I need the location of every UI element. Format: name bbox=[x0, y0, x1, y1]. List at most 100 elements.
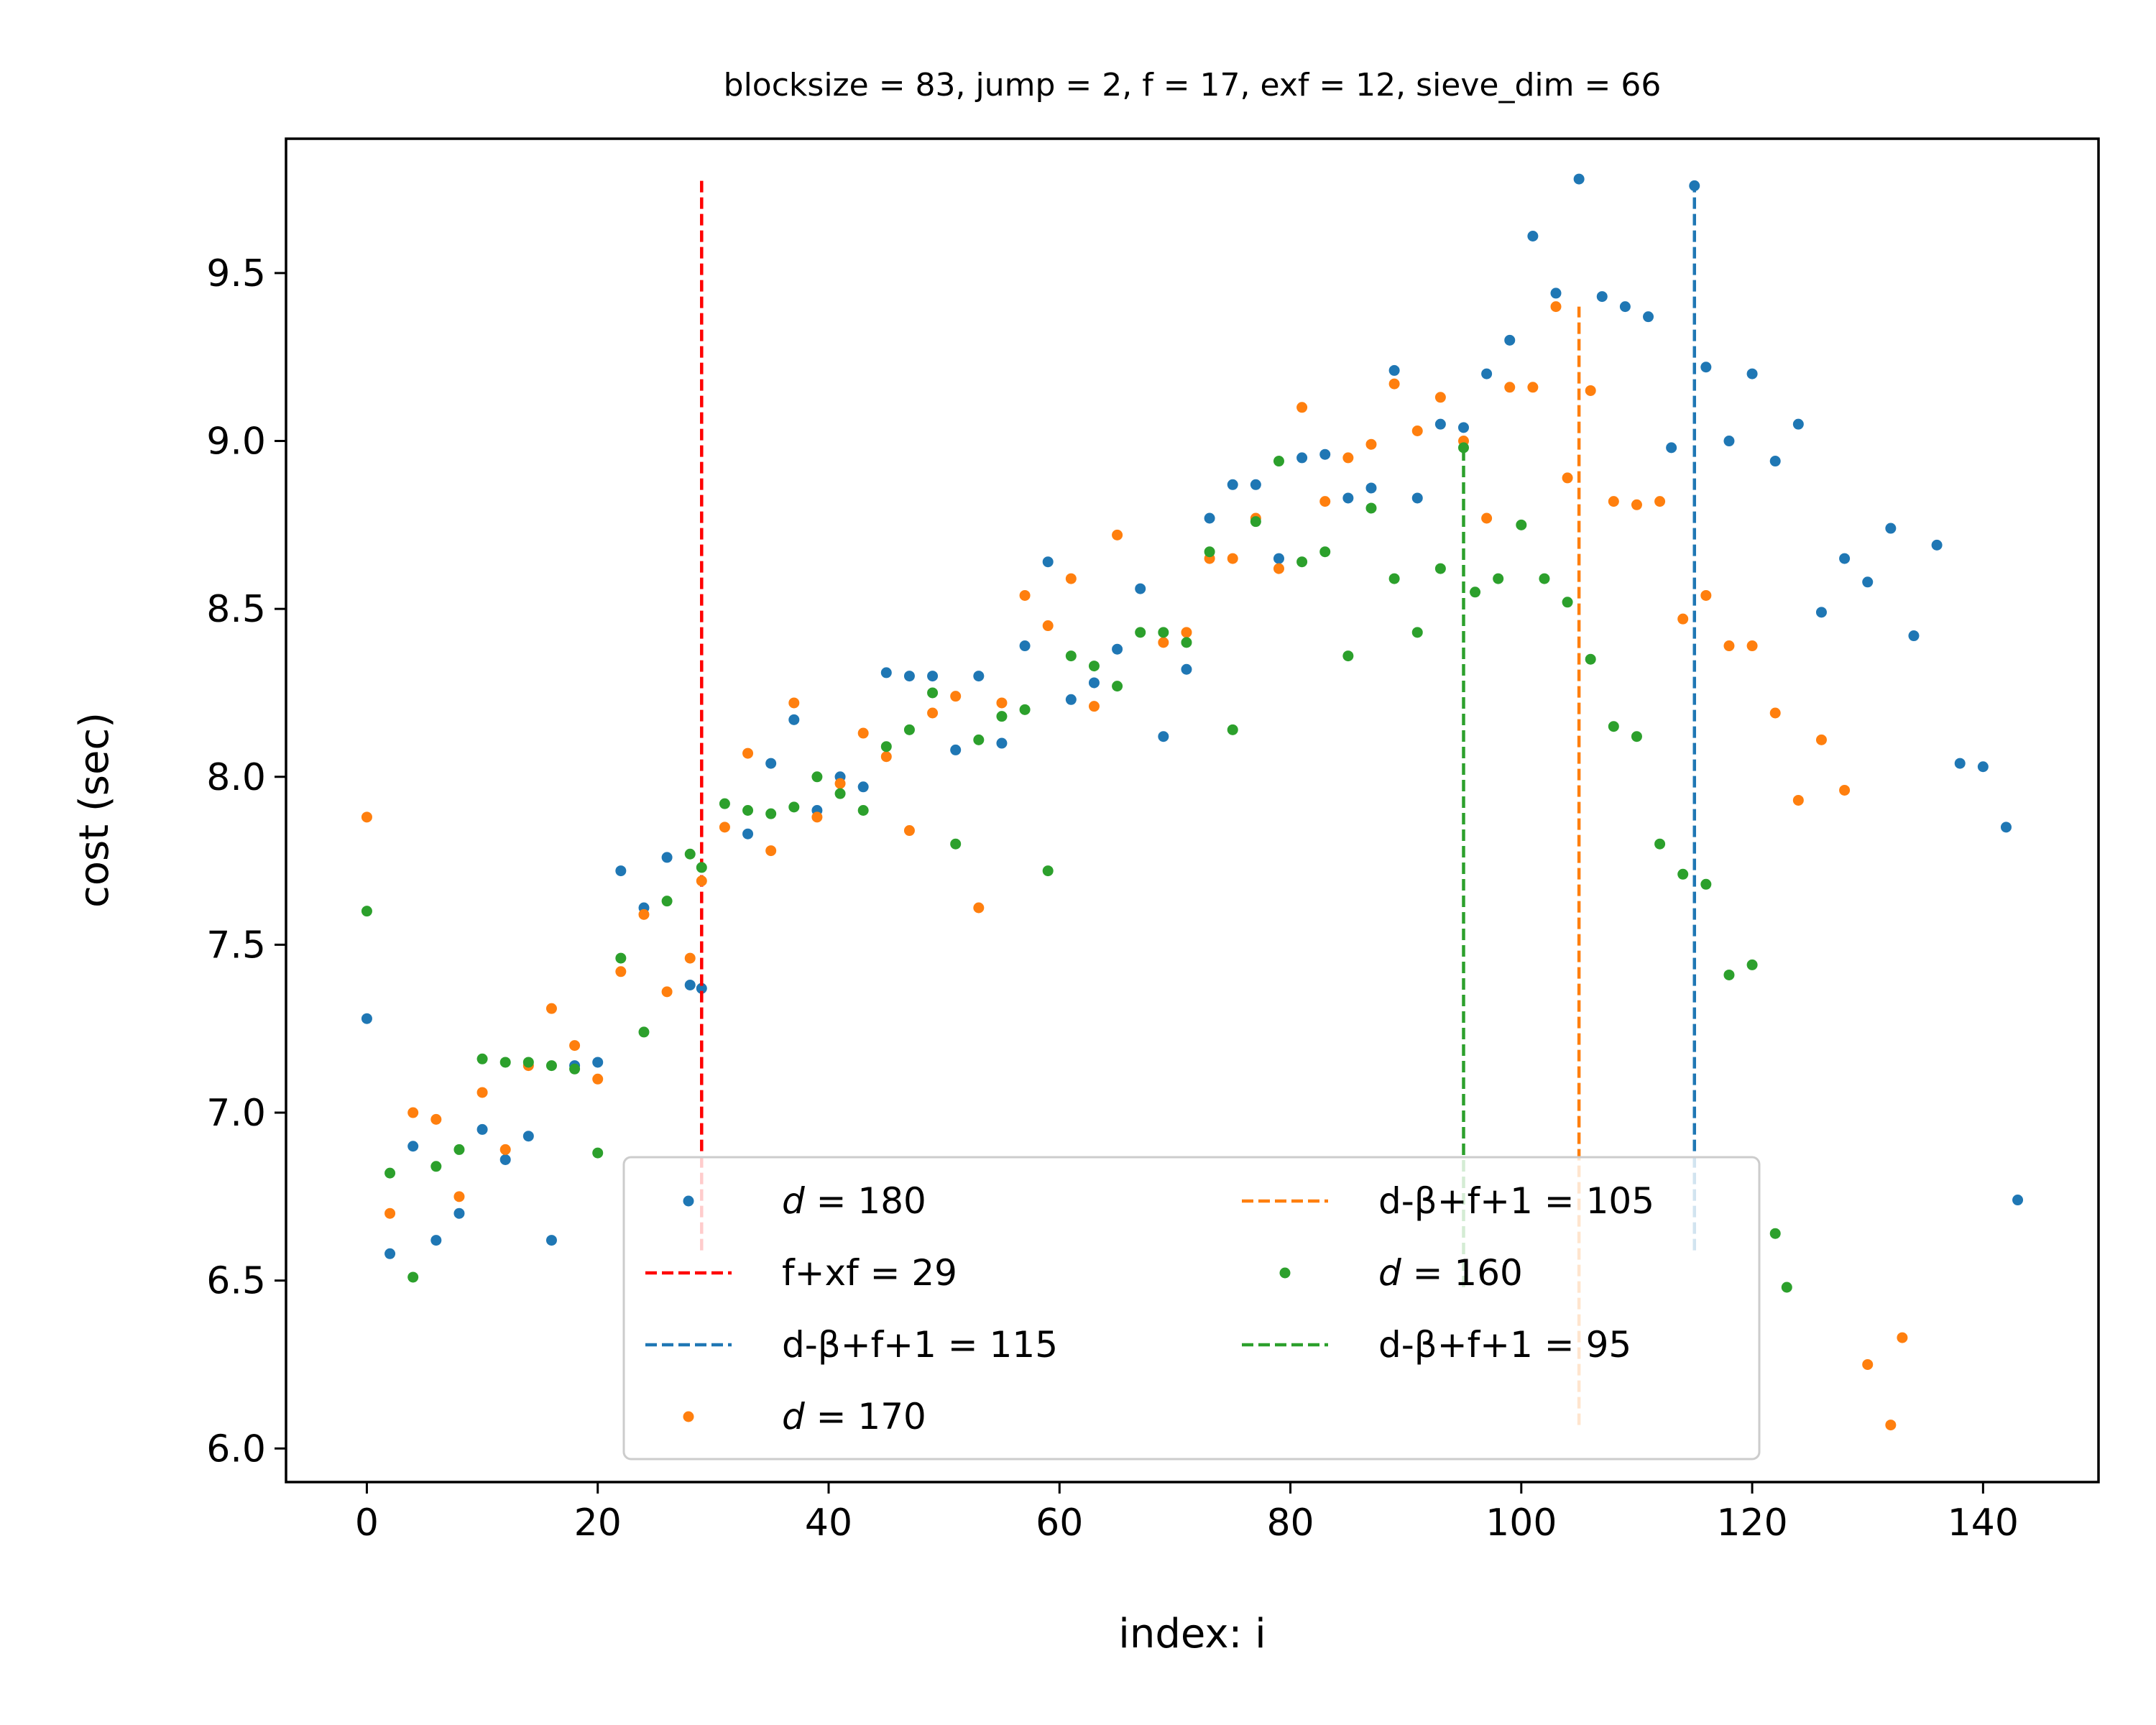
data-point bbox=[1527, 231, 1539, 242]
data-point bbox=[1931, 539, 1943, 551]
data-point bbox=[1158, 731, 1169, 742]
x-tick-label: 60 bbox=[1036, 1501, 1083, 1545]
data-point bbox=[1862, 1358, 1874, 1370]
y-tick-label: 8.5 bbox=[206, 588, 266, 631]
legend-box bbox=[622, 1156, 1761, 1460]
data-point bbox=[1088, 701, 1100, 712]
data-point bbox=[765, 808, 777, 819]
data-point bbox=[719, 798, 730, 809]
data-point bbox=[1250, 516, 1261, 528]
data-point bbox=[696, 862, 707, 873]
data-point bbox=[2000, 822, 2012, 833]
data-point bbox=[1273, 553, 1284, 564]
data-point bbox=[1388, 378, 1400, 390]
data-point bbox=[742, 748, 754, 759]
data-point bbox=[1723, 640, 1735, 652]
data-point bbox=[684, 979, 696, 990]
data-point bbox=[811, 771, 823, 783]
data-point bbox=[1088, 661, 1100, 672]
data-point bbox=[1158, 627, 1169, 638]
data-point bbox=[2012, 1195, 2024, 1206]
data-point bbox=[1619, 301, 1631, 313]
data-point bbox=[1839, 784, 1851, 796]
data-point bbox=[1434, 392, 1446, 403]
y-tick-label: 9.0 bbox=[206, 420, 266, 464]
data-point bbox=[1019, 589, 1031, 601]
data-point bbox=[661, 852, 673, 863]
data-point bbox=[615, 952, 627, 964]
data-point bbox=[1112, 643, 1123, 655]
data-point bbox=[1065, 650, 1077, 662]
data-point bbox=[696, 875, 707, 887]
data-point bbox=[857, 805, 869, 816]
data-point bbox=[973, 734, 985, 745]
data-point bbox=[973, 902, 985, 914]
x-tick-label: 20 bbox=[574, 1501, 622, 1545]
data-point bbox=[499, 1154, 511, 1165]
data-point bbox=[1539, 573, 1550, 584]
data-point bbox=[1365, 438, 1377, 450]
data-point bbox=[1885, 1420, 1897, 1431]
data-point bbox=[545, 1235, 557, 1246]
y-axis: 6.0 6.5 7.0 7.5 8.0 8.5 9.0 9.5 bbox=[206, 252, 286, 1471]
data-point bbox=[1250, 479, 1261, 490]
data-point bbox=[1746, 959, 1758, 970]
y-tick-label: 9.5 bbox=[206, 252, 266, 295]
data-point bbox=[927, 707, 939, 719]
data-point bbox=[1388, 573, 1400, 584]
x-axis-label: index: i bbox=[1118, 1611, 1266, 1657]
data-point bbox=[638, 1026, 650, 1038]
data-point bbox=[1769, 1228, 1781, 1239]
data-point bbox=[1342, 452, 1354, 464]
data-point bbox=[1273, 456, 1284, 467]
data-point bbox=[684, 848, 696, 860]
data-point bbox=[1342, 650, 1354, 662]
data-point bbox=[1666, 442, 1677, 454]
y-tick-label: 6.5 bbox=[206, 1260, 266, 1303]
data-point bbox=[1042, 556, 1054, 568]
data-point bbox=[1365, 502, 1377, 514]
data-point bbox=[430, 1161, 442, 1172]
data-point bbox=[1158, 637, 1169, 648]
data-point bbox=[742, 828, 754, 840]
legend-label: f+xf = 29 bbox=[782, 1252, 957, 1294]
data-point bbox=[950, 838, 962, 850]
data-point bbox=[1342, 492, 1354, 504]
data-point bbox=[1608, 721, 1619, 732]
data-point bbox=[1065, 694, 1077, 705]
data-point bbox=[788, 801, 800, 813]
data-point bbox=[1019, 640, 1031, 652]
data-point bbox=[1723, 436, 1735, 447]
data-point bbox=[430, 1113, 442, 1125]
y-tick-label: 8.0 bbox=[206, 756, 266, 799]
data-point bbox=[476, 1087, 488, 1098]
legend-text: d-β+f+1 = 95 bbox=[1378, 1324, 1631, 1366]
data-point bbox=[880, 667, 892, 678]
data-point bbox=[1227, 724, 1238, 735]
legend-text: = 170 bbox=[805, 1396, 926, 1438]
data-point bbox=[880, 751, 892, 763]
data-point bbox=[1677, 613, 1689, 625]
data-point bbox=[592, 1057, 604, 1068]
data-point bbox=[788, 697, 800, 709]
data-point bbox=[545, 1060, 557, 1072]
data-point bbox=[1434, 418, 1446, 430]
data-point bbox=[927, 671, 939, 682]
data-point bbox=[996, 697, 1008, 709]
legend-text: = 160 bbox=[1401, 1252, 1523, 1294]
data-point bbox=[1088, 677, 1100, 689]
x-tick-label: 100 bbox=[1485, 1501, 1557, 1545]
data-point bbox=[499, 1144, 511, 1155]
data-point bbox=[1112, 681, 1123, 692]
data-point bbox=[903, 724, 915, 735]
data-point bbox=[1908, 630, 1920, 642]
data-point bbox=[1042, 620, 1054, 632]
x-tick-label: 40 bbox=[805, 1501, 852, 1545]
data-point bbox=[1135, 583, 1146, 594]
data-point bbox=[950, 691, 962, 702]
data-point bbox=[1457, 422, 1469, 433]
data-point bbox=[1388, 364, 1400, 376]
data-point bbox=[1204, 512, 1215, 524]
data-point bbox=[996, 737, 1008, 749]
